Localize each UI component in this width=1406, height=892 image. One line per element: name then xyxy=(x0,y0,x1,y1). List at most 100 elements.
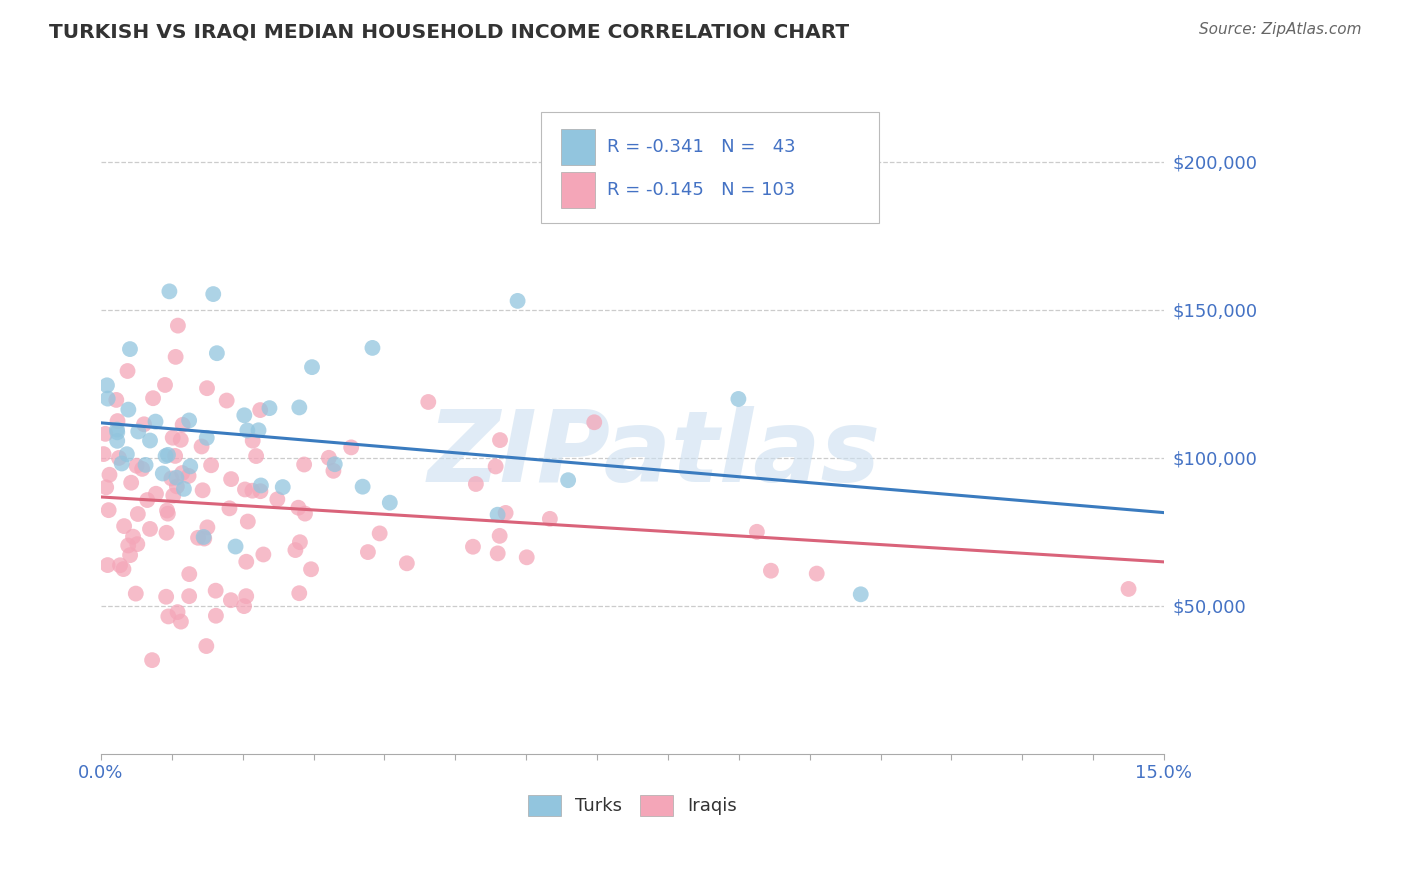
Point xyxy=(108,558,131,573)
Point xyxy=(141,653,163,667)
Point xyxy=(259,401,281,416)
Point xyxy=(179,567,201,582)
Point xyxy=(96,378,118,392)
Point xyxy=(97,392,120,406)
Point xyxy=(418,395,440,409)
Point xyxy=(233,599,256,614)
Point xyxy=(195,431,218,445)
Point xyxy=(127,425,149,439)
Point xyxy=(93,447,115,461)
Point xyxy=(486,508,509,522)
Point xyxy=(247,423,270,437)
Point xyxy=(205,608,228,623)
Point xyxy=(538,512,561,526)
Point xyxy=(145,487,167,501)
Point xyxy=(98,467,121,482)
Point xyxy=(165,350,187,364)
Point xyxy=(179,589,201,603)
Point xyxy=(152,467,174,481)
Point xyxy=(288,535,311,549)
Point xyxy=(202,287,225,301)
Point xyxy=(727,392,749,406)
Point xyxy=(131,462,153,476)
Point xyxy=(156,507,179,521)
Point xyxy=(225,540,247,554)
Point xyxy=(219,593,242,607)
Point xyxy=(172,466,194,480)
Point xyxy=(236,515,259,529)
Point xyxy=(170,433,193,447)
Point xyxy=(120,475,142,490)
Point xyxy=(395,557,418,571)
Point xyxy=(464,477,486,491)
Point xyxy=(112,562,135,576)
Point xyxy=(139,434,162,448)
Point xyxy=(127,537,149,551)
Point xyxy=(489,433,512,447)
Point xyxy=(177,469,200,483)
Point xyxy=(323,457,346,471)
Point xyxy=(195,520,218,534)
Point xyxy=(271,480,294,494)
Point xyxy=(357,545,380,559)
Point xyxy=(153,378,176,392)
Point xyxy=(157,609,180,624)
Point xyxy=(160,471,183,485)
Point xyxy=(249,484,271,499)
Point xyxy=(96,480,118,494)
Point xyxy=(516,550,538,565)
Point xyxy=(142,391,165,405)
Point xyxy=(125,458,148,473)
Point xyxy=(191,483,214,498)
Point xyxy=(179,459,201,474)
Point xyxy=(806,566,828,581)
Point xyxy=(155,590,177,604)
Point xyxy=(378,496,401,510)
Point xyxy=(112,519,135,533)
Point xyxy=(233,409,256,423)
Point xyxy=(173,482,195,496)
Point xyxy=(136,493,159,508)
Point xyxy=(233,483,256,497)
Point xyxy=(745,524,768,539)
Point xyxy=(179,413,201,427)
Point xyxy=(252,548,274,562)
Point xyxy=(849,587,872,601)
Point xyxy=(145,415,167,429)
Point xyxy=(166,605,188,619)
Point xyxy=(117,402,139,417)
Text: Source: ZipAtlas.com: Source: ZipAtlas.com xyxy=(1198,22,1361,37)
Point xyxy=(156,448,179,462)
Point xyxy=(117,539,139,553)
Point xyxy=(294,507,316,521)
Point xyxy=(162,489,184,503)
Point xyxy=(172,417,194,432)
Point xyxy=(557,473,579,487)
Point xyxy=(107,414,129,428)
Point xyxy=(236,424,259,438)
Point xyxy=(118,342,141,356)
Point xyxy=(204,583,226,598)
Point xyxy=(368,526,391,541)
Point xyxy=(299,562,322,576)
Point xyxy=(245,449,267,463)
Point xyxy=(170,615,193,629)
Point xyxy=(495,506,517,520)
Point xyxy=(155,449,177,463)
Point xyxy=(1118,582,1140,596)
Point xyxy=(205,346,228,360)
Point xyxy=(292,458,315,472)
Point xyxy=(127,507,149,521)
Text: R = -0.145   N = 103: R = -0.145 N = 103 xyxy=(607,181,796,199)
Point xyxy=(132,417,155,432)
Point xyxy=(105,425,128,440)
Point xyxy=(242,434,264,448)
Legend: Turks, Iraqis: Turks, Iraqis xyxy=(520,788,744,822)
Point xyxy=(155,525,177,540)
Point xyxy=(135,458,157,472)
Point xyxy=(322,464,344,478)
Point xyxy=(340,441,363,455)
Point xyxy=(352,480,374,494)
Point xyxy=(187,531,209,545)
Point xyxy=(105,423,128,437)
